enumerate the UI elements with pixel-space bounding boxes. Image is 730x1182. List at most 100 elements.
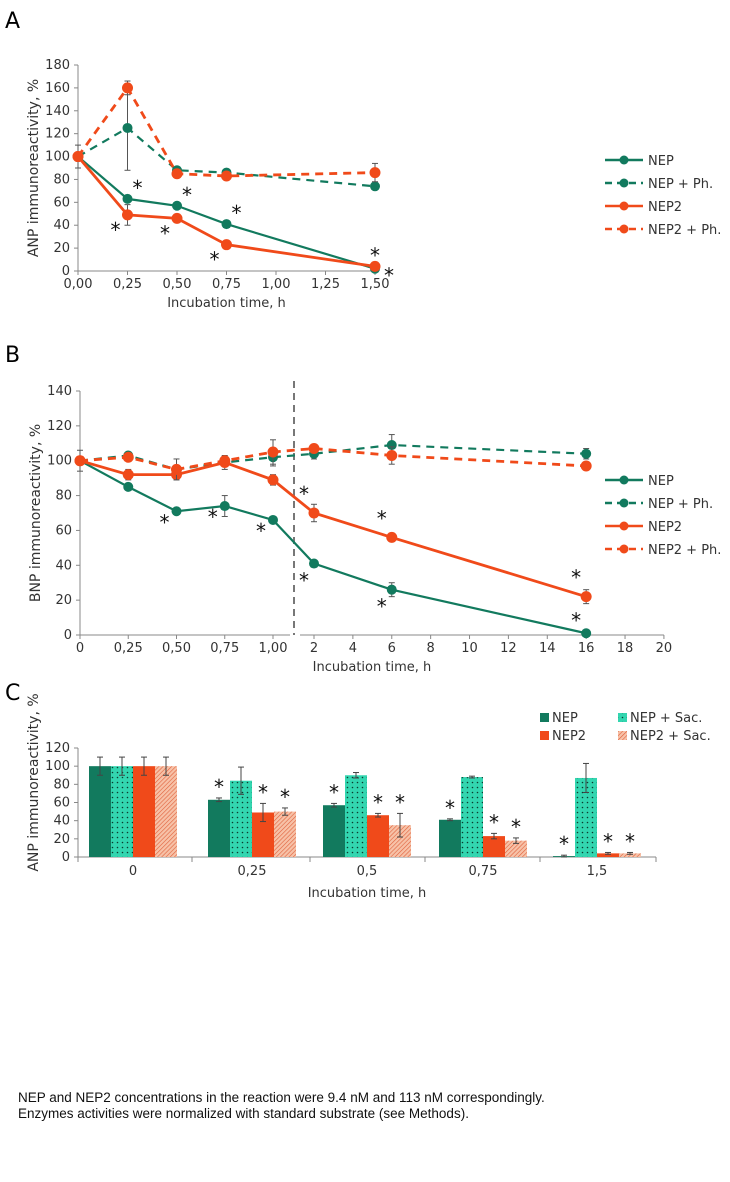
x-tick-label: 4: [349, 641, 357, 656]
bar-nep-sac-: [230, 780, 252, 857]
x-axis-label: Incubation time, h: [308, 886, 427, 901]
significance-asterisk: *: [489, 810, 499, 834]
data-point: [172, 200, 182, 211]
significance-asterisk: *: [232, 201, 242, 225]
legend-label-nep2: NEP2: [648, 520, 682, 535]
x-tick-label: 16: [578, 641, 595, 656]
y-tick-label: 120: [47, 419, 72, 434]
significance-asterisk: *: [373, 790, 383, 814]
y-tick-label: 60: [53, 195, 70, 210]
data-point: [171, 168, 183, 180]
x-tick-label: 0,50: [162, 641, 191, 656]
bar-nep2-sac-: [155, 766, 177, 857]
y-tick-label: 40: [55, 558, 72, 573]
bar-nep-sac-: [111, 766, 133, 857]
x-tick-label: 14: [539, 641, 556, 656]
x-tick-label: 0,00: [64, 277, 93, 292]
x-tick-label: 0: [129, 864, 137, 879]
significance-asterisk: *: [377, 506, 387, 530]
significance-asterisk: *: [210, 248, 220, 272]
bar-nep: [323, 805, 345, 857]
x-tick-label: 0,75: [210, 641, 239, 656]
bar-nep: [89, 766, 111, 857]
x-axis-label: Incubation time, h: [313, 660, 432, 675]
x-tick-label: 1,00: [262, 277, 291, 292]
legend-swatch: [540, 731, 549, 740]
y-tick-label: 180: [45, 58, 70, 73]
significance-asterisk: *: [299, 482, 309, 506]
y-tick-label: 20: [55, 593, 72, 608]
x-tick-label: 20: [656, 641, 673, 656]
panel-label-A: A: [5, 9, 20, 34]
series-line-nep-ph-: [79, 443, 587, 471]
bar-nep2: [367, 815, 389, 857]
panel-label-C: C: [5, 681, 20, 706]
bar-nep2-sac-: [389, 825, 411, 857]
bar-nep-sac-: [461, 777, 483, 857]
data-point: [74, 455, 86, 467]
significance-asterisk: *: [370, 243, 380, 267]
significance-asterisk: *: [329, 780, 339, 804]
legend-marker: [619, 201, 629, 211]
y-tick-label: 80: [53, 777, 70, 792]
data-point: [581, 448, 592, 459]
x-tick-label: 18: [617, 641, 634, 656]
significance-asterisk: *: [377, 595, 387, 619]
data-point: [580, 460, 592, 472]
data-point: [122, 82, 133, 94]
x-tick-label: 1,00: [259, 641, 288, 656]
legend-swatch: [540, 713, 549, 722]
y-axis-label: ANP immunoreactivity, %: [26, 693, 42, 871]
y-tick-label: 140: [47, 384, 72, 399]
data-point: [221, 170, 232, 182]
significance-asterisk: *: [280, 785, 290, 809]
legend-label-nep2-sac-: NEP2 + Sac.: [630, 729, 711, 744]
legend-label-nep2-ph-: NEP2 + Ph.: [648, 543, 721, 558]
legend-marker: [619, 544, 629, 554]
data-point: [309, 558, 319, 569]
data-point: [386, 584, 397, 595]
figure-caption: NEP and NEP2 concentrations in the react…: [18, 1090, 718, 1122]
bar-nep2: [597, 853, 619, 857]
y-tick-label: 40: [53, 218, 70, 233]
x-tick-label: 12: [500, 641, 517, 656]
significance-asterisk: *: [603, 829, 613, 853]
bar-nep2: [483, 836, 505, 857]
significance-asterisk: *: [571, 608, 581, 632]
legend-label-nep: NEP: [648, 474, 674, 489]
series-line-nep2-ph-: [79, 447, 587, 471]
legend-marker: [619, 178, 629, 188]
y-tick-label: 20: [53, 241, 70, 256]
x-axis-label: Incubation time, h: [167, 296, 286, 311]
y-axis-label: ANP immunoreactivity, %: [26, 79, 42, 257]
legend-label-nep-sac-: NEP + Sac.: [630, 711, 702, 726]
significance-asterisk: *: [256, 519, 266, 543]
x-tick-label: 10: [461, 641, 478, 656]
significance-asterisk: *: [445, 796, 455, 820]
data-point: [386, 531, 398, 543]
legend-marker: [619, 224, 629, 234]
bar-nep2: [252, 812, 274, 857]
y-tick-label: 140: [45, 104, 70, 119]
bar-nep2-sac-: [505, 840, 527, 857]
x-tick-label: 6: [388, 641, 396, 656]
x-tick-label: 0,75: [212, 277, 241, 292]
significance-asterisk: *: [571, 566, 581, 590]
data-point: [221, 239, 232, 251]
legend-marker: [619, 498, 629, 508]
y-tick-label: 0: [62, 264, 70, 279]
significance-asterisk: *: [559, 832, 569, 856]
data-point: [581, 628, 592, 639]
x-tick-label: 1,25: [311, 277, 340, 292]
significance-asterisk: *: [133, 176, 143, 200]
data-point: [369, 260, 381, 272]
x-tick-label: 0,5: [357, 864, 378, 879]
panel-label-B: B: [5, 343, 20, 368]
data-point: [308, 443, 320, 455]
significance-asterisk: *: [625, 829, 635, 853]
x-tick-label: 0: [76, 641, 84, 656]
bar-nep-sac-: [345, 775, 367, 857]
x-tick-label: 0,50: [163, 277, 192, 292]
y-tick-label: 160: [45, 81, 70, 96]
